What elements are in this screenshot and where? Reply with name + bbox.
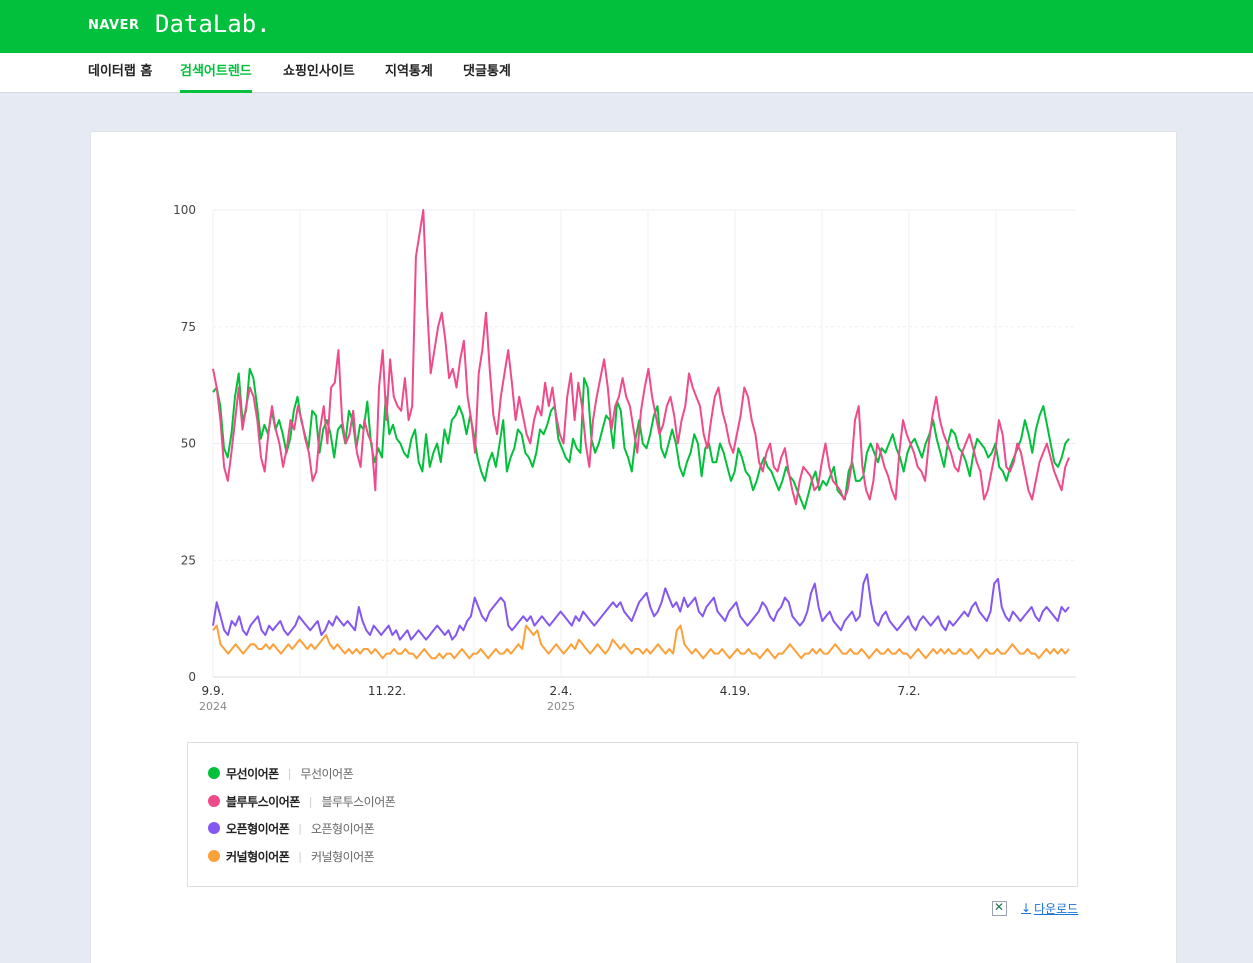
- legend-group-name: 커널형이어폰: [226, 849, 290, 864]
- y-tick-label: 0: [188, 670, 196, 684]
- legend-dot: [208, 767, 220, 779]
- download-link[interactable]: ↓ 다운로드: [1021, 900, 1078, 917]
- y-tick-label: 75: [181, 320, 196, 334]
- nav-search-trend[interactable]: 검색어트렌드: [180, 53, 252, 93]
- legend-keywords: 커널형이어폰: [310, 849, 375, 864]
- legend-dot: [208, 795, 220, 807]
- series-line[interactable]: [212, 573, 1070, 641]
- datalab-logo[interactable]: DataLab.: [155, 10, 271, 38]
- legend-item[interactable]: 커널형이어폰 | 커널형이어폰: [208, 846, 375, 866]
- x-tick-year: 2025: [547, 700, 575, 713]
- series-line[interactable]: [212, 209, 1070, 506]
- x-tick-year: 2024: [199, 700, 227, 713]
- nav-shopping-insight[interactable]: 쇼핑인사이트: [283, 64, 355, 79]
- legend-dot: [208, 850, 220, 862]
- nav-comment-stats[interactable]: 댓글통계: [463, 64, 511, 79]
- legend-keywords: 오픈형이어폰: [310, 821, 375, 836]
- y-tick-label: 50: [181, 437, 196, 451]
- legend-separator: |: [298, 821, 302, 835]
- y-tick-label: 25: [181, 553, 196, 567]
- main-nav: 데이터랩 홈 검색어트렌드 쇼핑인사이트 지역통계 댓글통계: [0, 53, 1253, 93]
- legend-item[interactable]: 오픈형이어폰 | 오픈형이어폰: [208, 818, 375, 838]
- x-tick-label: 2.4.: [550, 684, 573, 698]
- top-header: NAVER DataLab.: [0, 0, 1253, 53]
- legend-group-name: 블루투스이어폰: [226, 794, 300, 809]
- series-line[interactable]: [212, 624, 1070, 660]
- legend-separator: |: [308, 794, 313, 808]
- x-tick-label: 7.2.: [898, 684, 921, 698]
- naver-logo[interactable]: NAVER: [88, 18, 140, 33]
- legend-box: 무선이어폰 | 무선이어폰 블루투스이어폰 | 블루투스이어폰 오픈형이어폰 |…: [187, 742, 1078, 887]
- x-tick-label: 4.19.: [720, 684, 751, 698]
- legend-dot: [208, 822, 220, 834]
- legend-keywords: 무선이어폰: [300, 766, 354, 781]
- y-tick-label: 100: [173, 203, 196, 217]
- download-area: ↓ 다운로드: [992, 899, 1078, 917]
- excel-icon[interactable]: [992, 900, 1007, 916]
- nav-datalab-home[interactable]: 데이터랩 홈: [88, 64, 153, 79]
- legend-separator: |: [298, 849, 302, 863]
- legend-keywords: 블루투스이어폰: [321, 794, 396, 809]
- legend-item[interactable]: 블루투스이어폰 | 블루투스이어폰: [208, 791, 396, 811]
- download-arrow-icon: ↓: [1021, 901, 1032, 915]
- x-tick-label: 9.9.: [202, 684, 225, 698]
- legend-group-name: 무선이어폰: [226, 766, 279, 781]
- legend-group-name: 오픈형이어폰: [226, 821, 290, 836]
- legend-separator: |: [287, 766, 292, 780]
- x-tick-label: 11.22.: [368, 684, 406, 698]
- legend-item[interactable]: 무선이어폰 | 무선이어폰: [208, 763, 354, 783]
- trend-chart: 0 25 50 75 100 9.9. 2024 11.22. 2.4. 2025 4.19. 7.…: [173, 203, 1076, 713]
- nav-region-stats[interactable]: 지역통계: [385, 64, 433, 79]
- download-label: 다운로드: [1034, 901, 1079, 916]
